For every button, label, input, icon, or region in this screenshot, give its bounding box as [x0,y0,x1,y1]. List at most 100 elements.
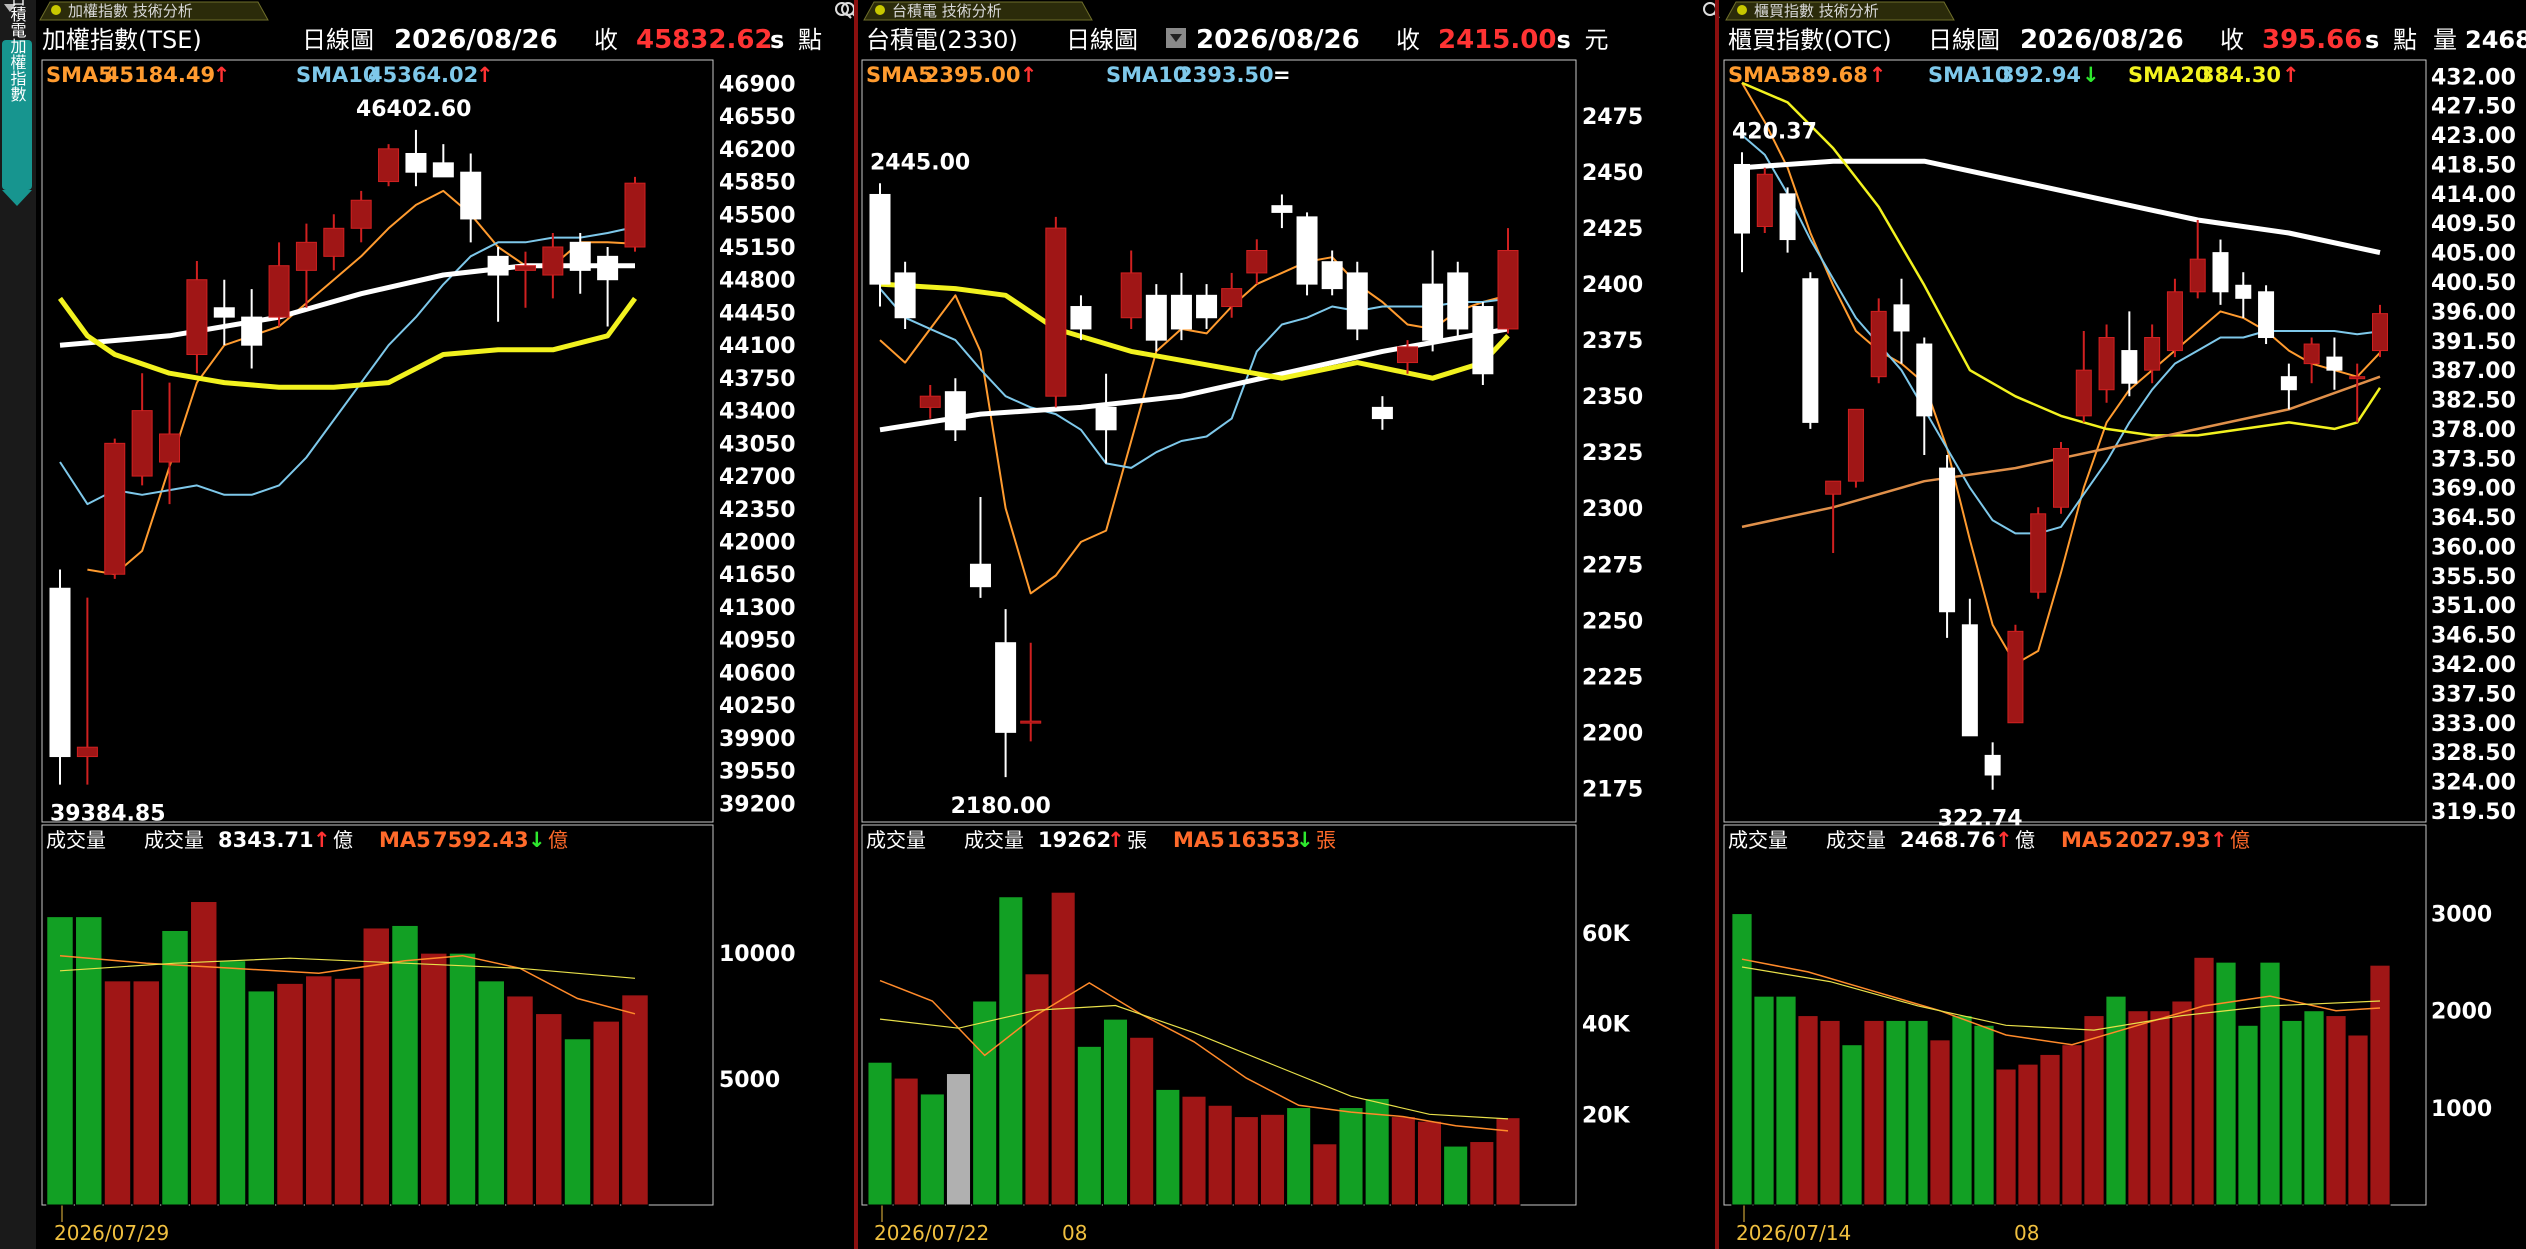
candle-body [2053,448,2069,508]
window-tab[interactable]: 台積電 技術分析 [863,1,1093,21]
candlestick [597,246,619,327]
volume-bar [1102,1018,1129,1206]
volume-bar [535,1013,563,1206]
candlestick [378,144,400,187]
moving-average-line [57,296,638,390]
candle-body [1196,294,1218,319]
volume-axis-labels: 3000 2000 1000 [2431,903,2492,1122]
price-chart-frame [41,59,714,823]
period-selector[interactable]: 日線圖 [1066,26,1186,54]
period-selector[interactable]: 日線圖 [302,26,374,54]
volume-bar [2017,1063,2039,1206]
candle-body [1221,288,1243,308]
y-axis-tick-label: 396.00 [2431,300,2516,325]
volume-bar [1863,1019,1885,1206]
close-unit: 元 [1585,26,1609,54]
side-tab-label: 台積電加權指數 [8,0,27,102]
candlestick [2075,330,2092,423]
candle-body [378,148,400,183]
candle-body [869,193,891,285]
candlestick [1497,228,1519,334]
close-unit: 點 [798,26,822,54]
volume-bar [972,1000,998,1206]
volume-bar [2237,1024,2259,1206]
y-axis-tick-label: 2475 [1582,105,1643,130]
y-axis-tick-label: 351.00 [2431,594,2516,619]
close-unit: 點 [2393,26,2417,54]
y-axis-tick-label: 44800 [719,269,796,294]
zoom-icon[interactable] [835,2,852,19]
candle-body [1984,754,2001,776]
close-suffix: s [770,26,784,54]
candlestick [2166,278,2183,358]
y-axis-tick-label: 319.50 [2431,800,2516,825]
y-axis-tick-label: 324.00 [2431,771,2516,796]
y-axis-tick-label: 373.50 [2431,447,2516,472]
x-axis-date-label: 2026/07/22 [874,1221,989,1245]
y-axis-tick-label: 342.00 [2431,653,2516,678]
moving-average-line [1741,82,2381,665]
y-axis-tick-label: 2200 [1582,721,1643,746]
moving-average-line [879,287,1509,469]
volume-bar [218,960,247,1206]
close-suffix: s [2365,26,2379,54]
candlestick [2372,304,2388,358]
y-axis-labels: 46900 46550 46200 45850 45500 45150 44800 44450… [719,72,796,817]
volume-trend-arrow-icon: ↑ [1107,828,1125,852]
candle-body [1170,294,1192,330]
header-volume-value: 2468.76 [2465,26,2526,54]
candlestick [1045,216,1067,408]
y-axis-tick-label: 418.50 [2431,153,2516,178]
volume-bar [867,1061,893,1206]
candle-body [919,395,941,408]
volume-bar [1819,1019,1841,1206]
y-axis-tick-label: 432.00 [2431,65,2516,90]
volume-trend-arrow-icon: ↑ [1995,828,2013,852]
x-axis-date-label: 08 [2014,1221,2039,1245]
sma-trend-arrow-icon: ↓ [2082,63,2100,87]
y-axis-tick-label: 40250 [719,694,796,719]
window-tab-background [863,1,1093,21]
candlestick [1020,642,1042,742]
candlestick [1271,194,1293,229]
volume-bar [190,901,218,1206]
volume-axis-labels: 60K 40K 20K [1582,922,1631,1128]
price-chart-frame [861,59,1577,823]
candle-body [432,162,454,178]
candle-body [460,171,482,220]
symbol-name: 櫃買指數(OTC) [1728,26,1892,54]
candlestick [1321,250,1343,296]
y-axis-tick-label: 337.50 [2431,682,2516,707]
y-axis-tick-label: 2350 [1582,385,1643,410]
candlestick [2280,363,2297,410]
window-tab[interactable]: 櫃買指數 技術分析 [1725,1,1955,21]
period-selector[interactable]: 日線圖 [1928,26,2000,54]
y-axis-labels: 2475 2450 2425 2400 2375 2350 2325 2300 2275 2250… [1582,105,1643,802]
volume-unit: 億 [333,828,353,852]
side-tab-active[interactable]: 台積電加權指數 [2,0,32,206]
collapse-arrow-icon[interactable] [4,4,16,12]
volume-bar [2369,964,2391,1206]
volume-bar [1841,1044,1863,1206]
candlestick [2121,311,2138,397]
candlestick [2303,337,2320,384]
price-chart-frame [1723,59,2427,823]
x-axis-dates: 2026/07/29 [54,1205,169,1245]
volume-bar [1181,1095,1207,1206]
candlestick [268,242,290,327]
volume-bar [420,952,448,1206]
volume-bar [945,1073,972,1206]
period-high-label: 46402.60 [356,97,472,122]
candlestick [995,609,1017,778]
chevron-down-icon [1170,34,1182,42]
volume-bar [1907,1019,1929,1206]
volume-axis-tick-label: 60K [1582,922,1631,947]
window-tab[interactable]: 加權指數 技術分析 [39,1,269,21]
sma-legend-label: SMA5 [866,63,933,87]
